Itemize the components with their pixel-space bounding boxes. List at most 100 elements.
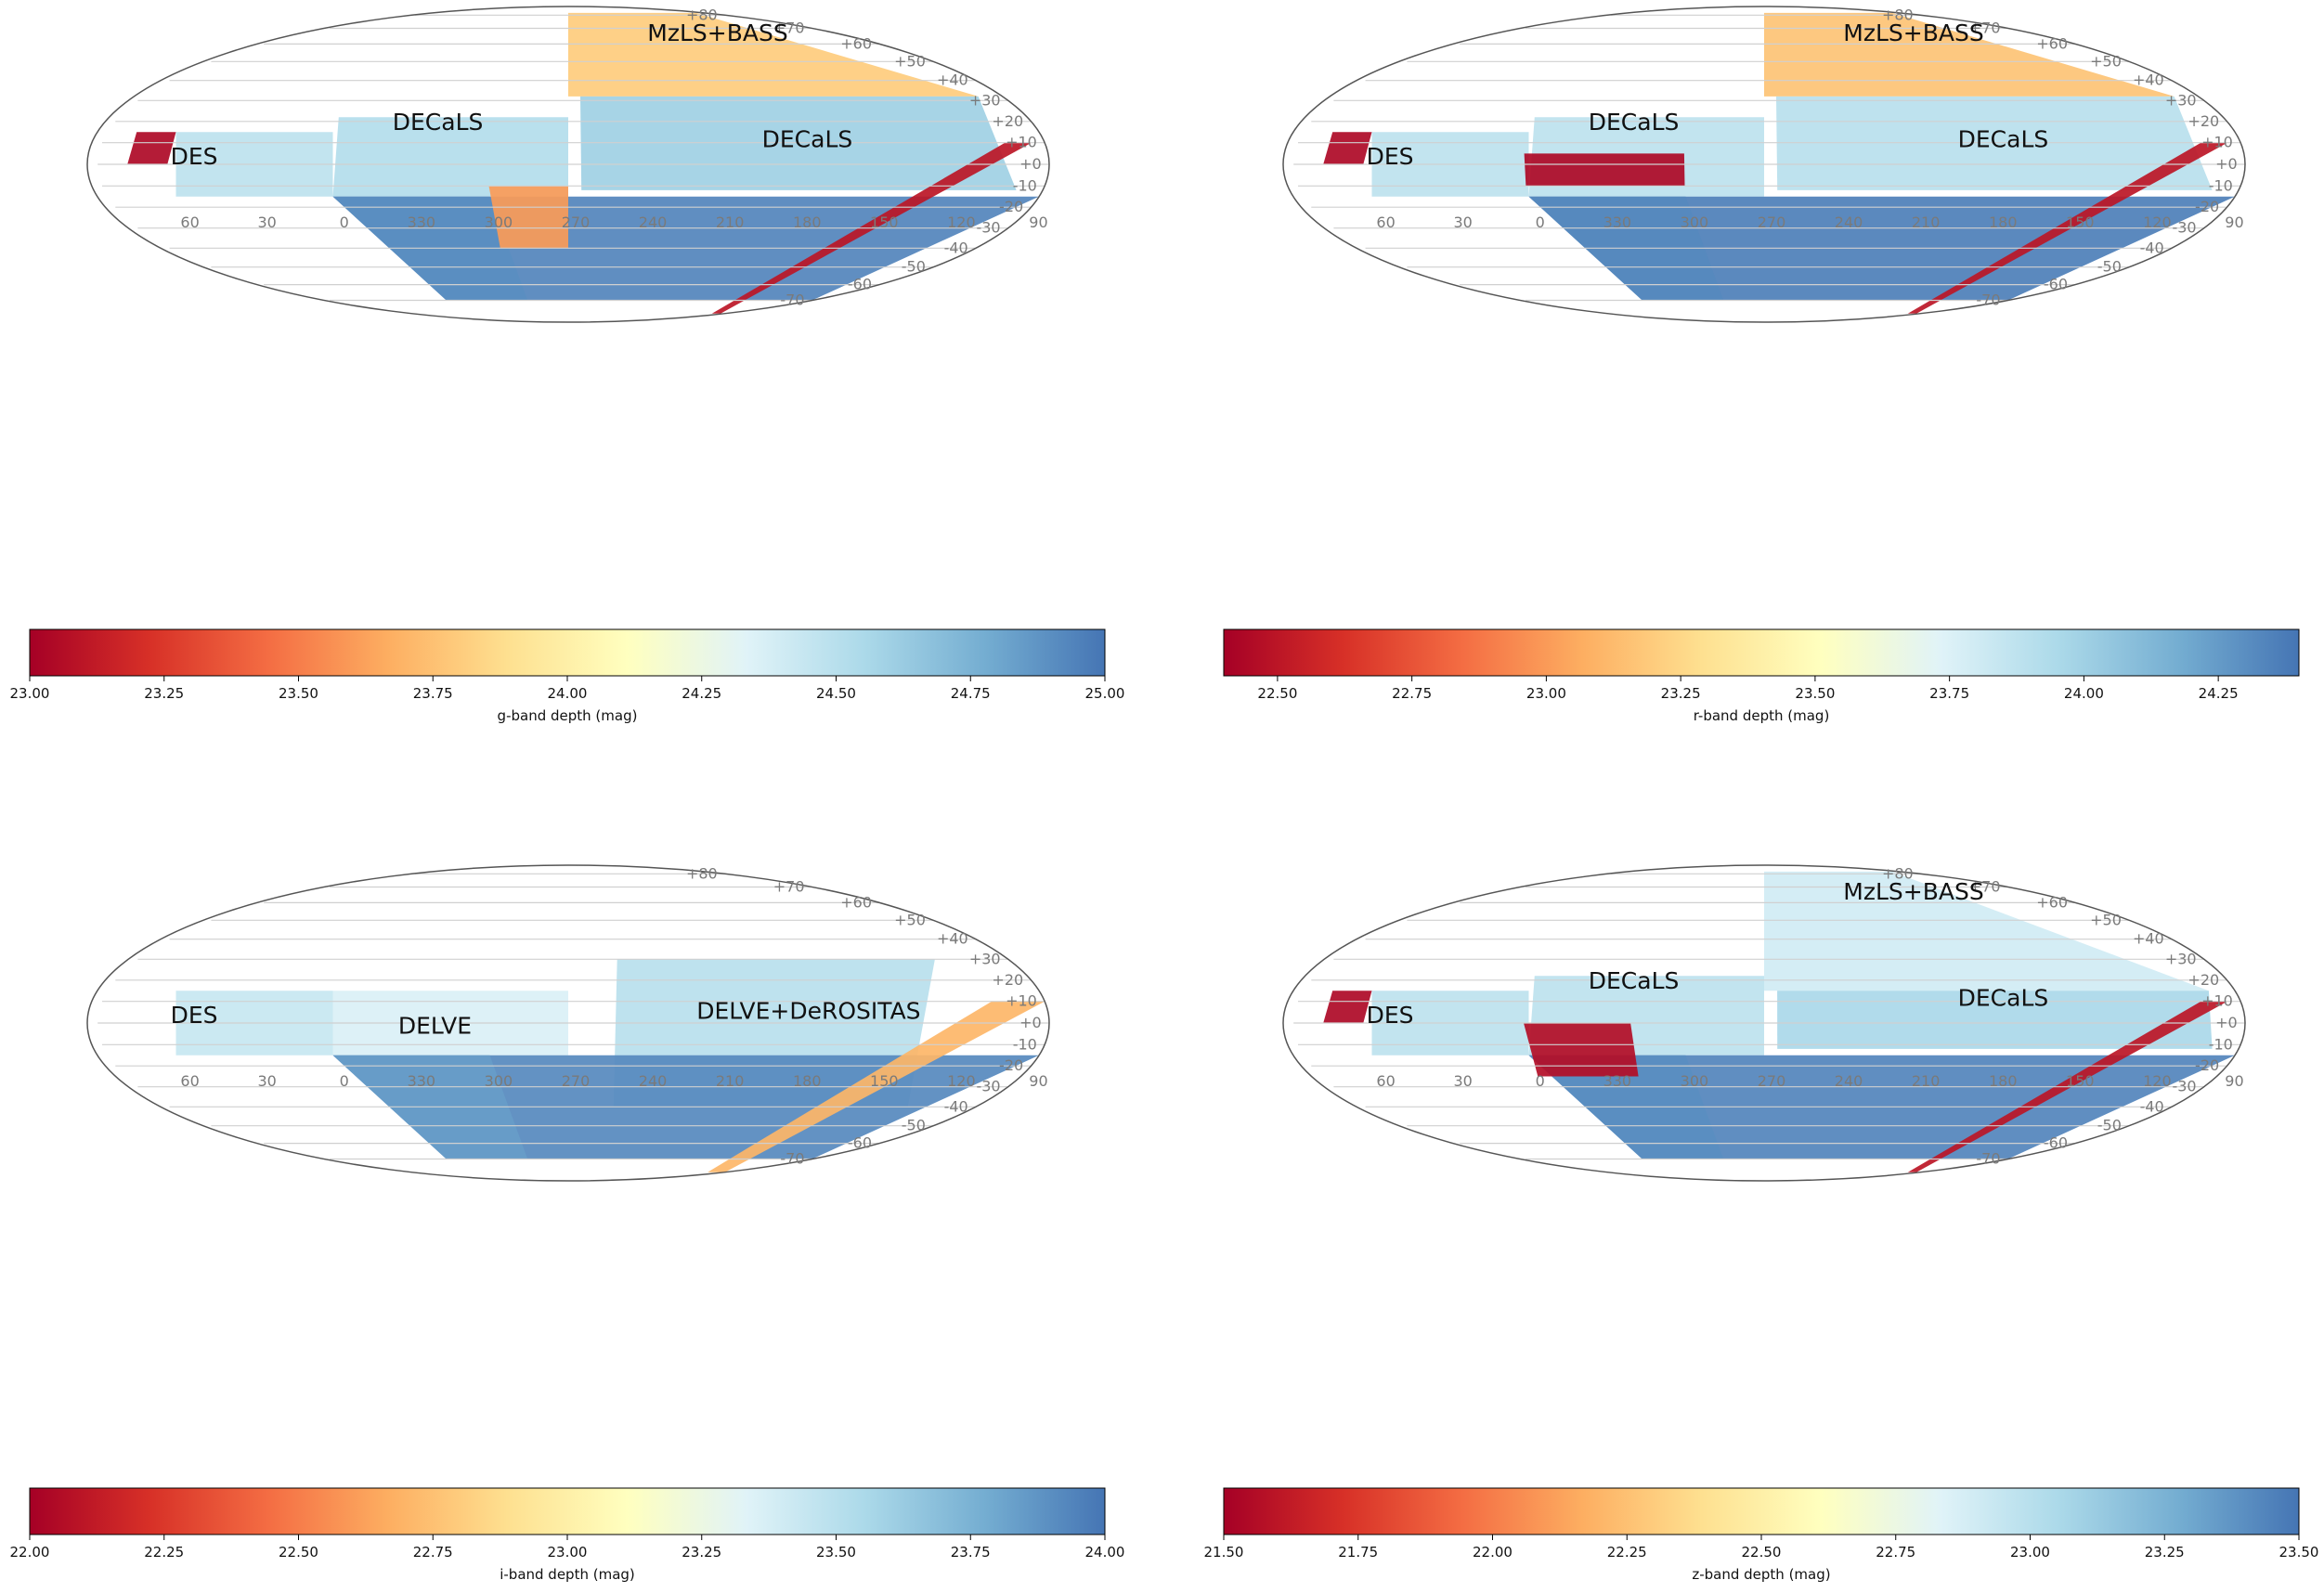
dec-tick-label: +70 xyxy=(1969,877,2001,895)
depth-map-panel: +80 +70 +60 +50 +40+30 +20 +10 +0 -10 -20 -30 -40 -5… xyxy=(1282,6,2246,323)
ra-tick-label: 30 xyxy=(258,1072,277,1090)
colorbar-gradient xyxy=(1223,1487,2300,1535)
ra-tick-label: 330 xyxy=(1603,1072,1632,1090)
ra-tick-label: 240 xyxy=(639,1072,668,1090)
colorbar-tick-label: 24.25 xyxy=(682,685,721,702)
dec-tick-label: -20 xyxy=(999,198,1023,215)
colorbar-tick-label: 22.75 xyxy=(1392,685,1432,702)
dec-tick-label: -60 xyxy=(2044,276,2068,293)
dec-tick-label: -20 xyxy=(999,1056,1023,1074)
ra-tick-label: 150 xyxy=(870,214,899,231)
dec-tick-label: -50 xyxy=(2097,1117,2122,1134)
dec-tick-label: +50 xyxy=(2090,52,2122,70)
colorbar-tick-label: 22.75 xyxy=(413,1544,453,1561)
dec-tick-label: -30 xyxy=(976,219,1000,237)
ra-tick-label: 270 xyxy=(1758,214,1786,231)
ra-tick-label: 120 xyxy=(2143,1072,2172,1090)
ra-tick-label: 60 xyxy=(180,1072,199,1090)
ra-tick-label: 0 xyxy=(340,1072,349,1090)
dec-tick-label: -30 xyxy=(2172,219,2196,237)
survey-label: DES xyxy=(171,143,218,170)
depth-region xyxy=(1764,12,2175,97)
colorbar-tick-label: 23.00 xyxy=(10,685,50,702)
depth-map-panel: +80 +70 +60 +50 +40+30 +20 +10 +0 -10 -20 -30 -40 -5… xyxy=(1282,864,2246,1182)
colorbar-tick-label: 24.00 xyxy=(548,685,588,702)
ra-tick-label: 240 xyxy=(1835,1072,1863,1090)
ra-tick-label: 330 xyxy=(408,1072,436,1090)
depth-region xyxy=(488,186,568,249)
colorbar: 23.00 23.25 23.50 23.75 24.00 24.25 24.50 24.75… xyxy=(10,628,1124,724)
dec-tick-label: -30 xyxy=(2172,1078,2196,1095)
colorbar-tick-label: 23.25 xyxy=(2145,1544,2185,1561)
colorbar-tick-label: 23.75 xyxy=(1929,685,1969,702)
dec-tick-label: +0 xyxy=(1019,155,1042,173)
colorbar-tick-label: 21.50 xyxy=(1204,1544,1244,1561)
dec-tick-label: +0 xyxy=(2215,155,2238,173)
survey-label: DECaLS xyxy=(1958,125,2049,152)
ra-tick-label: 30 xyxy=(1454,214,1473,231)
dec-tick-label: +40 xyxy=(2133,71,2164,89)
colorbar-tick-label: 22.50 xyxy=(1257,685,1297,702)
sky-map xyxy=(86,6,1050,323)
ra-tick-label: 210 xyxy=(1912,214,1941,231)
colorbar-label: g-band depth (mag) xyxy=(498,707,638,724)
colorbar: 22.00 22.25 22.50 22.75 23.00 23.25 23.50 23.75… xyxy=(10,1487,1125,1583)
survey-label: DELVE+DeROSITAS xyxy=(696,997,920,1024)
survey-label: DECaLS xyxy=(393,109,484,136)
dec-tick-label: +30 xyxy=(2165,950,2197,967)
colorbar-tick-label: 21.75 xyxy=(1338,1544,1378,1561)
colorbar: 21.50 21.75 22.00 22.25 22.50 22.75 23.00 23.25… xyxy=(1204,1487,2318,1583)
ra-tick-label: 60 xyxy=(1376,1072,1395,1090)
ra-tick-label: 180 xyxy=(793,1072,822,1090)
dec-tick-label: +80 xyxy=(686,6,718,23)
ra-tick-label: 120 xyxy=(947,1072,976,1090)
dec-tick-label: +70 xyxy=(773,877,805,895)
ra-tick-label: 210 xyxy=(1912,1072,1941,1090)
ra-tick-label: 210 xyxy=(716,1072,745,1090)
colorbar-tick-label: 23.00 xyxy=(548,1544,588,1561)
colorbar-tick-label: 24.00 xyxy=(2064,685,2104,702)
depth-region xyxy=(580,96,1017,190)
ra-tick-label: 120 xyxy=(2143,214,2172,231)
dec-tick-label: -50 xyxy=(2097,258,2122,276)
map-outline xyxy=(1282,864,2246,1182)
ra-tick-label: 180 xyxy=(793,214,822,231)
dec-tick-label: +80 xyxy=(686,864,718,882)
dec-tick-label: +30 xyxy=(969,950,1001,967)
dec-tick-label: +40 xyxy=(2133,930,2164,948)
ra-tick-label: 90 xyxy=(2225,1072,2243,1090)
ra-tick-label: 300 xyxy=(485,214,513,231)
colorbar: 22.50 22.75 23.00 23.25 23.50 23.75 24.00 24.25… xyxy=(1223,628,2300,724)
dec-tick-label: -10 xyxy=(1013,176,1037,194)
ra-tick-label: 150 xyxy=(2066,1072,2095,1090)
dec-tick-label: -10 xyxy=(1013,1035,1037,1053)
survey-label: MzLS+BASS xyxy=(647,19,787,46)
colorbar-tick-label: 22.50 xyxy=(1742,1544,1782,1561)
dec-tick-label: -60 xyxy=(848,276,872,293)
survey-label: MzLS+BASS xyxy=(1843,19,1983,46)
colorbar-label: i-band depth (mag) xyxy=(500,1566,635,1583)
dec-tick-label: +50 xyxy=(894,52,926,70)
depth-region xyxy=(1323,991,1372,1023)
ra-tick-label: 330 xyxy=(408,214,436,231)
ra-tick-label: 0 xyxy=(1536,214,1545,231)
ra-tick-label: 0 xyxy=(340,214,349,231)
depth-region xyxy=(568,12,979,97)
ra-tick-label: 90 xyxy=(1029,1072,1047,1090)
colorbar-tick-label: 22.25 xyxy=(144,1544,184,1561)
ra-tick-label: 180 xyxy=(1989,214,2018,231)
colorbar-gradient xyxy=(29,628,1106,677)
colorbar-tick-label: 24.00 xyxy=(1085,1544,1125,1561)
dec-tick-label: -10 xyxy=(2209,1035,2233,1053)
ra-tick-label: 150 xyxy=(870,1072,899,1090)
ra-tick-label: 240 xyxy=(1835,214,1863,231)
depth-region xyxy=(1764,871,2209,991)
dec-tick-label: -50 xyxy=(902,258,926,276)
ra-tick-label: 120 xyxy=(947,214,976,231)
dec-tick-label: +80 xyxy=(1882,864,1914,882)
survey-label: DECaLS xyxy=(762,125,853,152)
colorbar-tick-label: 24.25 xyxy=(2199,685,2239,702)
dec-tick-label: -30 xyxy=(976,1078,1000,1095)
survey-label: DECaLS xyxy=(1589,967,1680,994)
